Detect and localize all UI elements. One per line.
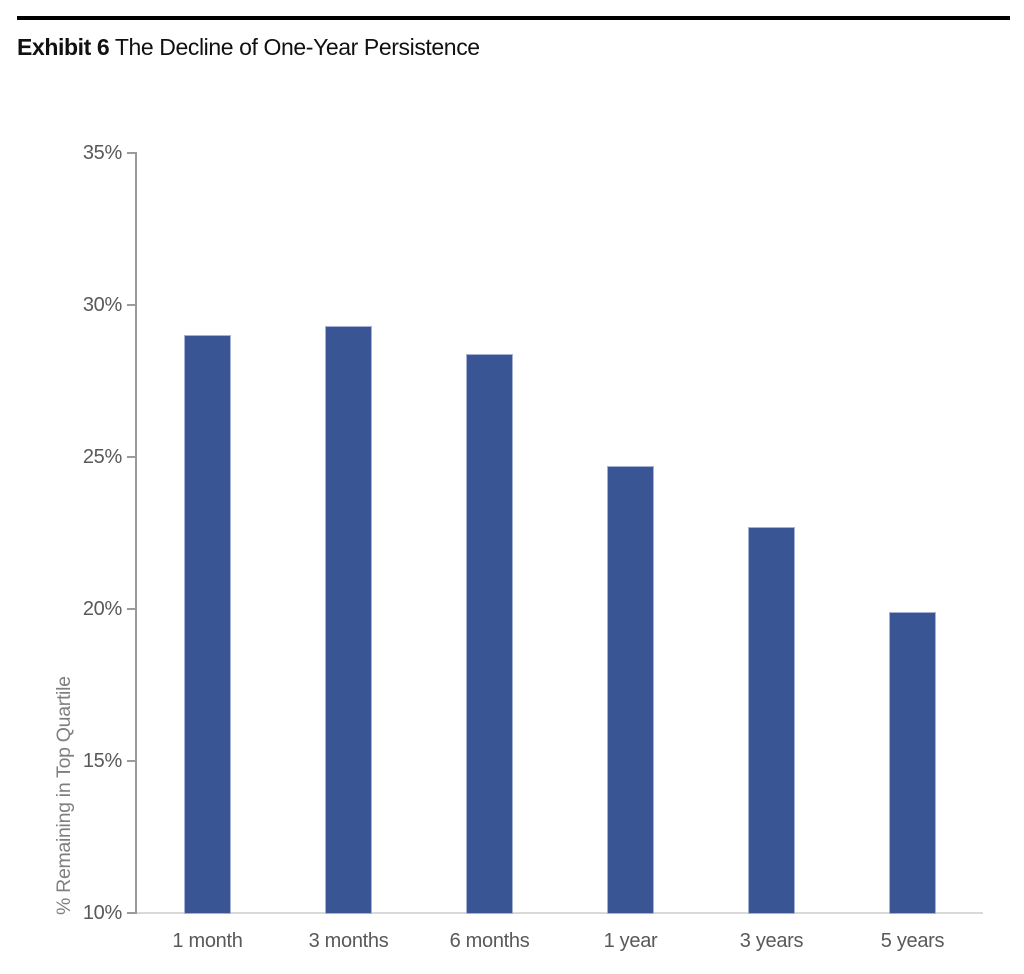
exhibit-top-rule	[17, 16, 1010, 20]
y-tick-mark	[127, 304, 135, 306]
x-tick-label: 1 year	[603, 930, 658, 952]
y-axis-title: % Remaining in Top Quartile	[53, 676, 75, 915]
y-tick-label: 25%	[82, 446, 122, 468]
exhibit-label: Exhibit 6	[17, 34, 110, 60]
x-tick-label: 3 months	[308, 930, 389, 952]
bar	[748, 526, 795, 914]
bar	[325, 326, 372, 914]
x-tick-label: 5 years	[880, 930, 945, 952]
y-tick-mark	[127, 456, 135, 458]
exhibit-title-text: The Decline of One-Year Persistence	[114, 34, 480, 60]
x-axis-line	[137, 912, 983, 914]
bar	[889, 612, 936, 914]
y-tick-mark	[127, 608, 135, 610]
bar	[466, 353, 513, 914]
exhibit-title: Exhibit 6 The Decline of One-Year Persis…	[17, 33, 480, 61]
y-tick-mark	[127, 152, 135, 154]
x-tick-label: 3 years	[739, 930, 804, 952]
y-tick-label: 10%	[82, 902, 122, 924]
y-tick-mark	[127, 912, 135, 914]
x-tick-label: 6 months	[449, 930, 530, 952]
y-tick-label: 20%	[82, 598, 122, 620]
bar	[184, 335, 231, 914]
x-tick-label: 1 month	[172, 930, 243, 952]
bar	[607, 466, 654, 914]
y-tick-label: 35%	[82, 142, 122, 164]
y-tick-label: 30%	[82, 294, 122, 316]
y-tick-mark	[127, 760, 135, 762]
y-tick-label: 15%	[82, 750, 122, 772]
y-axis-line	[135, 152, 137, 914]
